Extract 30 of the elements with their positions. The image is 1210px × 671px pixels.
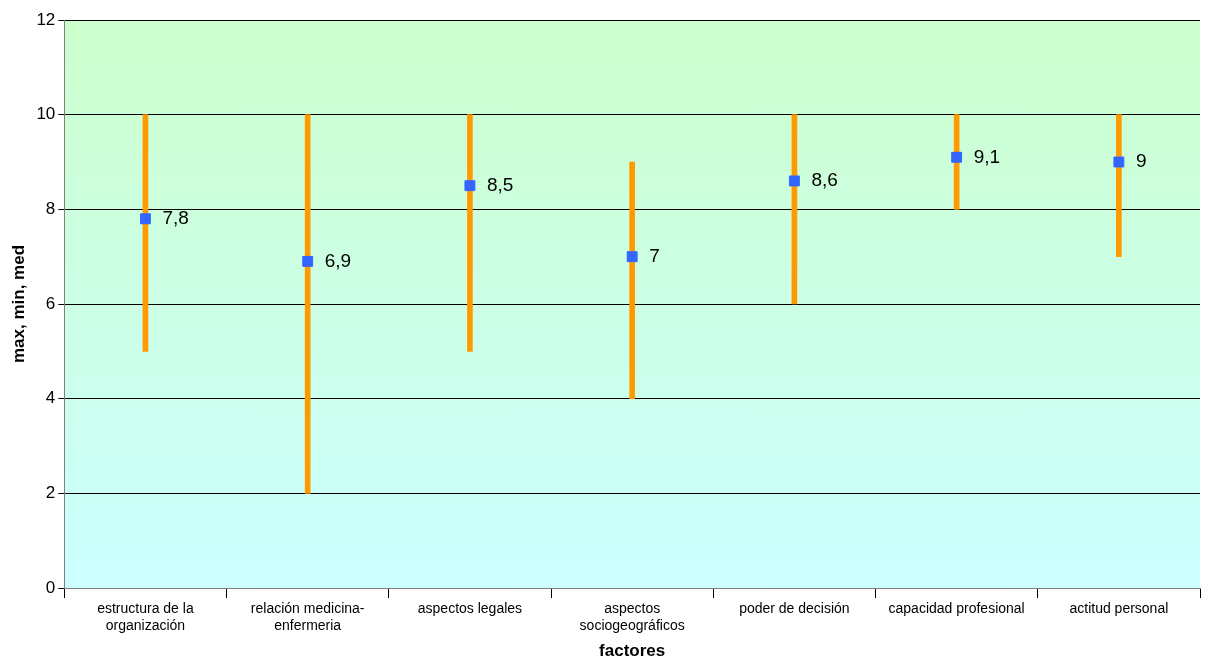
y-axis-title: max, min, med (8, 244, 28, 364)
data-label: 9,1 (973, 145, 1001, 167)
data-label: 9 (1135, 150, 1147, 172)
x-tick-label: poder de decisión (739, 600, 850, 617)
point (788, 175, 800, 187)
point (1113, 156, 1125, 168)
data-label: 6,9 (324, 249, 352, 271)
x-axis-title: factores (599, 641, 666, 661)
y-tick-label: 10 (36, 104, 56, 124)
data-label: 7,8 (162, 207, 189, 229)
x-tick-label: relación medicina-enfermeria (250, 600, 365, 634)
point (951, 151, 963, 163)
y-tick-label: 2 (45, 483, 56, 503)
y-tick-label: 0 (45, 577, 56, 597)
x-tick-label: aspectos sociogeográficos (579, 600, 685, 634)
point (464, 180, 476, 192)
x-tick-label: actitud personal (1069, 600, 1169, 617)
point (626, 251, 638, 263)
y-tick-label: 8 (45, 199, 56, 219)
y-tick-label: 12 (36, 9, 56, 29)
point (302, 255, 314, 267)
data-label: 8,5 (486, 173, 514, 195)
data-label: 8,6 (811, 169, 838, 191)
point (139, 213, 151, 225)
y-tick-label: 6 (45, 293, 56, 313)
y-tick-label: 4 (45, 388, 56, 408)
data-label: 7 (649, 244, 660, 266)
x-tick-label: capacidad profesional (888, 600, 1025, 617)
x-tick-label: aspectos legales (417, 600, 523, 617)
x-tick-label: estructura de la organización (97, 600, 194, 634)
